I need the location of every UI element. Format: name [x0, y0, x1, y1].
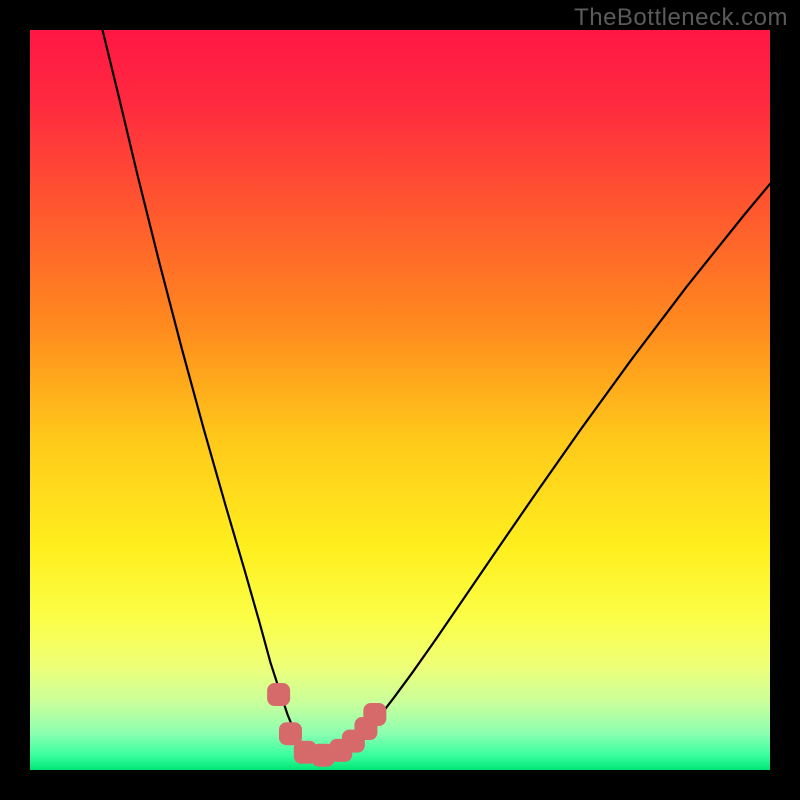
- optimal-marker: [268, 684, 290, 706]
- chart-background: [30, 30, 770, 770]
- optimal-marker: [364, 704, 386, 726]
- chart-root: TheBottleneck.com: [0, 0, 800, 800]
- watermark-text: TheBottleneck.com: [574, 4, 788, 32]
- bottleneck-chart: [0, 0, 800, 800]
